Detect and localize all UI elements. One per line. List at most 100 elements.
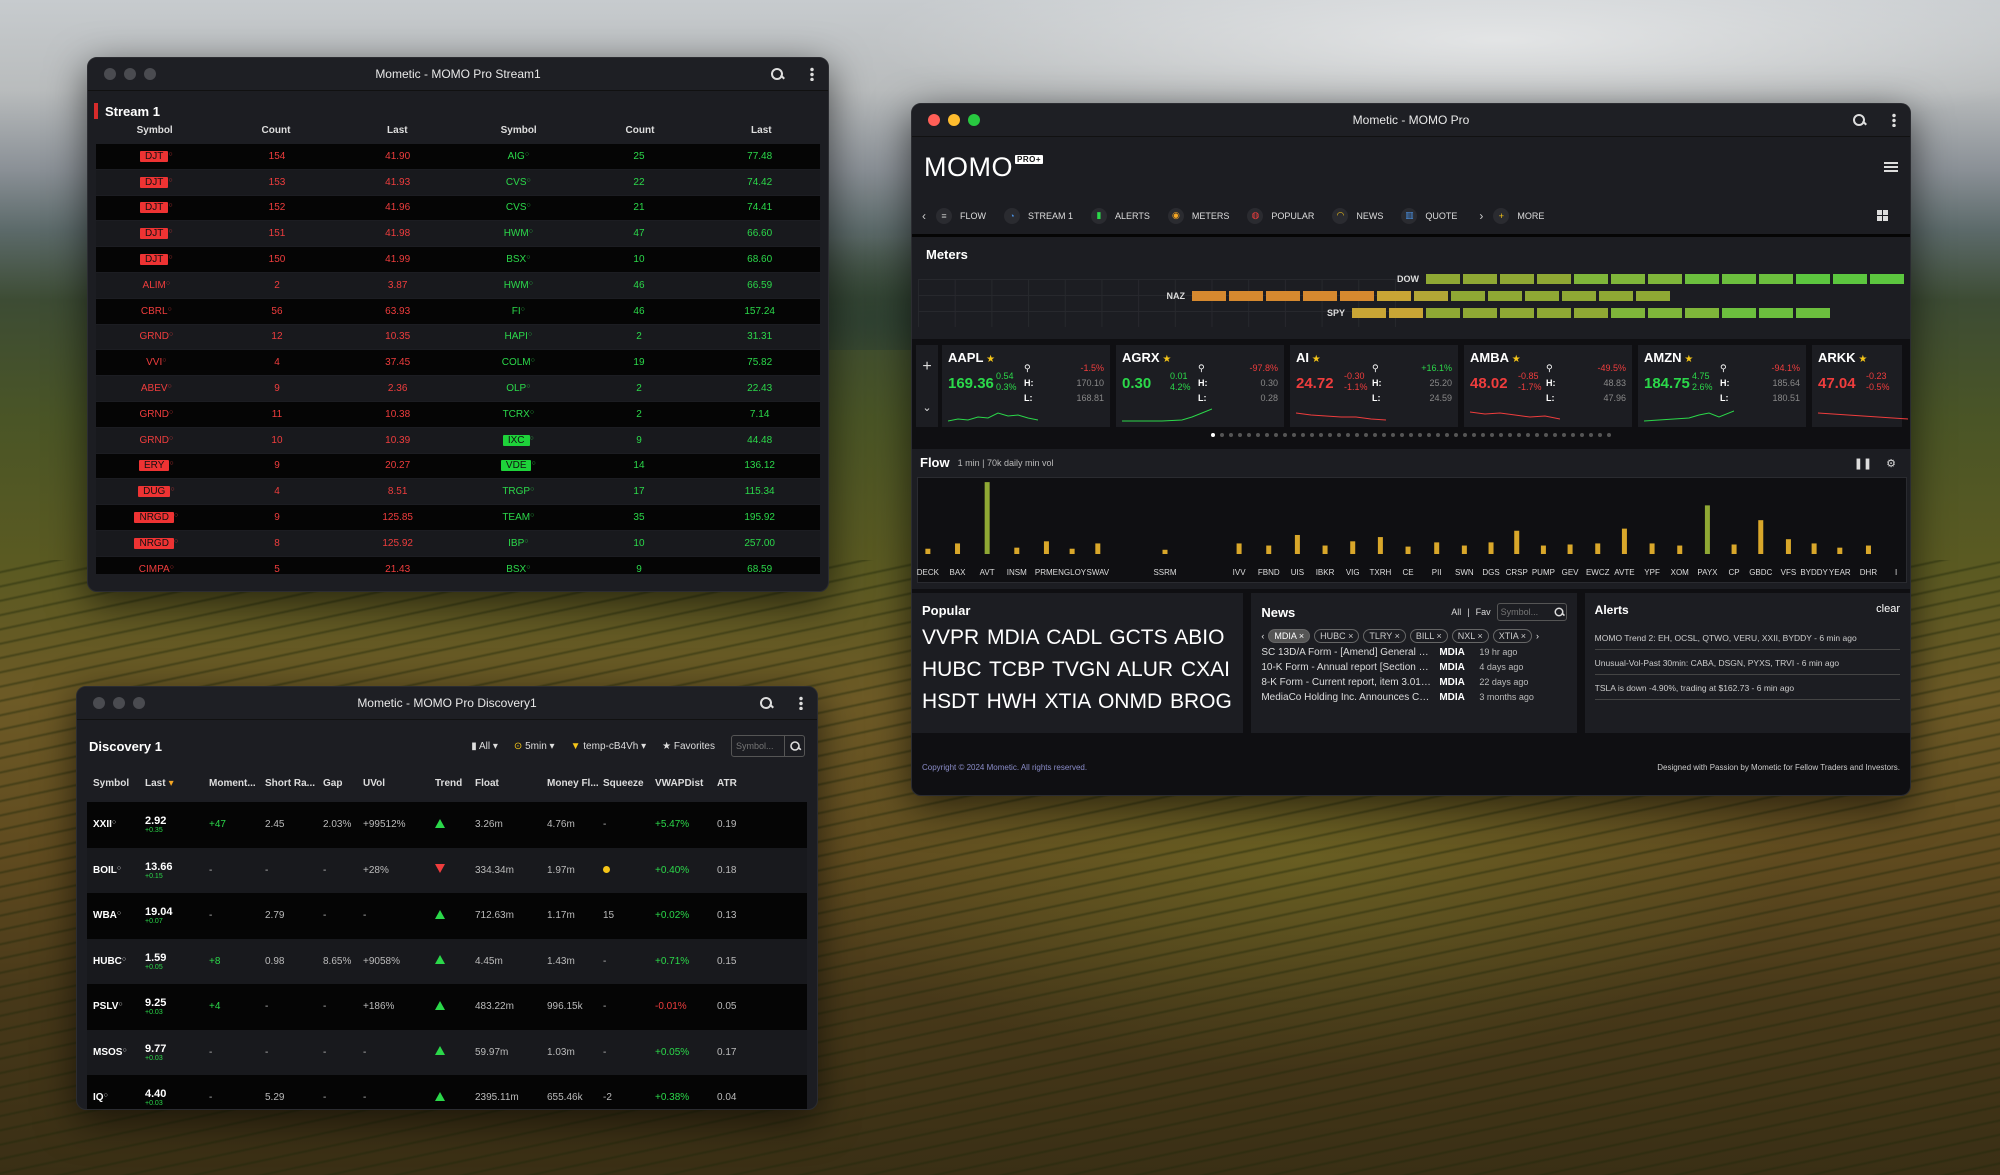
page-dot[interactable] bbox=[1373, 433, 1377, 437]
page-dot[interactable] bbox=[1256, 433, 1260, 437]
page-dot[interactable] bbox=[1274, 433, 1278, 437]
flow-bar[interactable] bbox=[1266, 545, 1272, 554]
flow-bar-label[interactable]: PAYX bbox=[1697, 568, 1718, 577]
column-header[interactable]: Symbol bbox=[500, 125, 537, 136]
search-icon[interactable] bbox=[1852, 113, 1866, 127]
page-dot[interactable] bbox=[1562, 433, 1566, 437]
page-dot[interactable] bbox=[1553, 433, 1557, 437]
star-icon[interactable]: ★ bbox=[1309, 354, 1321, 365]
quote-card[interactable]: AMBA ★ 48.02 -0.85 -1.7% ⚲ -49.5% H: 48.83 L: 47.… bbox=[1464, 345, 1632, 427]
template-dropdown[interactable]: ▼ temp-cB4Vh ▾ bbox=[570, 740, 647, 752]
flow-bar-label[interactable]: AVTE bbox=[1614, 568, 1635, 577]
page-dot[interactable] bbox=[1364, 433, 1368, 437]
flow-bar-label[interactable]: PII bbox=[1431, 568, 1442, 577]
page-dot[interactable] bbox=[1328, 433, 1332, 437]
table-row[interactable]: GRND○ 12 10.35 HAPI○ 2 31.31 bbox=[96, 324, 820, 351]
page-dot[interactable] bbox=[1355, 433, 1359, 437]
flow-bar[interactable] bbox=[1649, 543, 1655, 554]
momo-logo[interactable]: MOMO PRO+ bbox=[924, 152, 1044, 183]
flow-bar[interactable] bbox=[1434, 542, 1440, 554]
flow-bar[interactable] bbox=[1162, 549, 1168, 554]
column-header[interactable]: Symbol bbox=[93, 778, 145, 789]
flow-bar-label[interactable]: XOM bbox=[1670, 568, 1689, 577]
column-header[interactable]: Trend bbox=[435, 778, 475, 789]
news-tag[interactable]: TLRY × bbox=[1363, 629, 1406, 643]
table-row[interactable]: DJT ○ 154 41.90 AIG○ 25 77.48 bbox=[96, 144, 820, 170]
zoom-button[interactable] bbox=[133, 697, 145, 709]
flow-bar[interactable] bbox=[1704, 505, 1710, 554]
quote-card[interactable]: ARKK ★ 47.04 -0.23 -0.5% bbox=[1812, 345, 1908, 427]
flow-bar-label[interactable]: FBND bbox=[1257, 568, 1280, 577]
page-dot[interactable] bbox=[1418, 433, 1422, 437]
column-header[interactable]: Short Ra... bbox=[265, 778, 323, 789]
alert-item[interactable]: Unusual-Vol-Past 30min: CABA, DSGN, PYXS… bbox=[1594, 650, 1901, 675]
nav-item-quote[interactable]: ▥ QUOTE bbox=[1401, 207, 1457, 224]
page-dot[interactable] bbox=[1301, 433, 1305, 437]
favorites-button[interactable]: ★ Favorites bbox=[662, 741, 715, 752]
close-button[interactable] bbox=[93, 697, 105, 709]
flow-bar[interactable] bbox=[1322, 545, 1328, 554]
flow-bar-label[interactable]: CP bbox=[1728, 568, 1740, 577]
nav-item-stream-1[interactable]: ◔ STREAM 1 bbox=[1004, 207, 1073, 224]
chevron-down-icon[interactable]: ⌄ bbox=[922, 402, 932, 415]
flow-bar[interactable] bbox=[1567, 544, 1573, 554]
column-header[interactable]: VWAPDist bbox=[655, 778, 717, 789]
column-header[interactable]: Moment... bbox=[209, 778, 265, 789]
flow-bar-label[interactable]: PUMP bbox=[1531, 568, 1555, 577]
clear-alerts-button[interactable]: clear bbox=[1876, 603, 1901, 615]
chevron-right-icon[interactable]: › bbox=[1536, 631, 1540, 641]
table-row[interactable]: HUBC○ 1.59 +0.05 +8 0.98 8.65% +9058% 4.45m 1.43… bbox=[87, 938, 807, 984]
table-row[interactable]: ALIM○ 2 3.87 HWM○ 46 66.59 bbox=[96, 272, 820, 299]
flow-bar[interactable] bbox=[1405, 546, 1411, 554]
close-icon[interactable]: × bbox=[1474, 631, 1483, 641]
close-icon[interactable]: × bbox=[1296, 631, 1305, 641]
flow-bar[interactable] bbox=[1677, 545, 1683, 554]
flow-bar[interactable] bbox=[1865, 545, 1871, 554]
page-dot[interactable] bbox=[1409, 433, 1413, 437]
zoom-button[interactable] bbox=[968, 114, 980, 126]
flow-bar[interactable] bbox=[1350, 541, 1356, 554]
page-dot[interactable] bbox=[1490, 433, 1494, 437]
flow-bar-label[interactable]: VIG bbox=[1345, 568, 1360, 577]
close-button[interactable] bbox=[104, 68, 116, 80]
hamburger-menu-icon[interactable] bbox=[1884, 162, 1898, 172]
grid-view-icon[interactable] bbox=[1877, 210, 1888, 221]
page-dot[interactable] bbox=[1319, 433, 1323, 437]
chevron-left-icon[interactable]: ‹ bbox=[922, 208, 926, 223]
column-header[interactable]: Symbol bbox=[136, 125, 173, 136]
table-row[interactable]: ABEV○ 9 2.36 OLP○ 2 22.43 bbox=[96, 376, 820, 402]
flow-bar-label[interactable]: INSM bbox=[1006, 568, 1027, 577]
main-titlebar[interactable]: Mometic - MOMO Pro bbox=[912, 104, 1910, 137]
news-tag[interactable]: MDIA × bbox=[1268, 629, 1311, 643]
more-menu-icon[interactable] bbox=[810, 67, 814, 81]
popular-symbols[interactable]: VVPR MDIA CADL GCTS ABIO HUBC TCBP TVGN … bbox=[922, 626, 1232, 713]
flow-bar[interactable] bbox=[955, 543, 961, 554]
chevron-left-icon[interactable]: ‹ bbox=[1261, 631, 1265, 641]
flow-bar[interactable] bbox=[1621, 528, 1627, 554]
table-row[interactable]: DUG ○ 4 8.51 TRGP○ 17 115.34 bbox=[96, 479, 820, 506]
flow-bar-label[interactable]: DGS bbox=[1482, 568, 1500, 577]
close-icon[interactable]: × bbox=[1392, 631, 1400, 641]
flow-bar[interactable] bbox=[1837, 547, 1843, 554]
page-dot[interactable] bbox=[1526, 433, 1530, 437]
table-row[interactable]: GRND○ 10 10.39 IXC ○ 9 44.48 bbox=[96, 427, 820, 454]
flow-bar[interactable] bbox=[1731, 544, 1737, 554]
table-row[interactable]: NRGD ○ 8 125.92 IBP○ 10 257.00 bbox=[96, 530, 820, 557]
page-dot[interactable] bbox=[1535, 433, 1539, 437]
flow-bar-label[interactable]: DHR bbox=[1859, 568, 1878, 577]
news-tag[interactable]: BILL × bbox=[1409, 629, 1448, 643]
star-icon[interactable]: ★ bbox=[983, 354, 996, 365]
news-item[interactable]: MediaCo Holding Inc. Announces Chr... MDI… bbox=[1261, 692, 1566, 703]
page-dot[interactable] bbox=[1454, 433, 1458, 437]
alert-item[interactable]: TSLA is down -4.90%, trading at $162.73 … bbox=[1594, 675, 1901, 700]
page-dot[interactable] bbox=[1247, 433, 1251, 437]
page-dot[interactable] bbox=[1571, 433, 1575, 437]
star-icon[interactable]: ★ bbox=[1681, 354, 1694, 365]
page-dot[interactable] bbox=[1238, 433, 1242, 437]
stream-titlebar[interactable]: Mometic - MOMO Pro Stream1 bbox=[88, 58, 828, 91]
minimize-button[interactable] bbox=[124, 68, 136, 80]
page-dot[interactable] bbox=[1211, 433, 1215, 437]
page-dot[interactable] bbox=[1517, 433, 1521, 437]
symbol-search-input[interactable] bbox=[732, 741, 784, 751]
flow-bar-label[interactable]: EWCZ bbox=[1585, 568, 1610, 577]
